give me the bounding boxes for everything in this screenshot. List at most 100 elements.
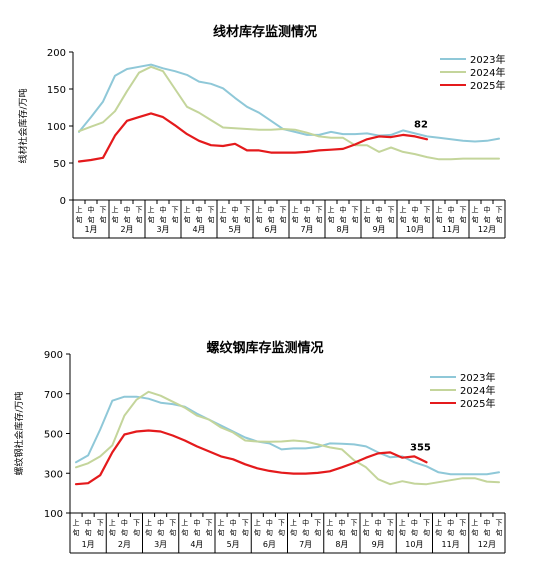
x-period-label: 中 <box>268 205 275 214</box>
x-period-suffix: 旬 <box>196 215 203 224</box>
x-period-suffix: 旬 <box>292 215 299 224</box>
x-period-suffix: 旬 <box>148 215 155 224</box>
x-period-suffix: 旬 <box>256 215 263 224</box>
x-period-suffix: 旬 <box>411 528 418 537</box>
x-period-suffix: 旬 <box>205 528 212 537</box>
x-month-label: 8月 <box>336 225 349 234</box>
x-period-suffix: 旬 <box>328 215 335 224</box>
x-period-label: 中 <box>447 518 454 527</box>
x-period-suffix: 旬 <box>484 215 491 224</box>
x-period-label: 下 <box>136 206 143 214</box>
y-tick-label: 900 <box>44 350 63 361</box>
x-month-label: 1月 <box>82 540 95 549</box>
y-axis-label: 线材社会库存/万吨 <box>17 88 29 163</box>
x-period-suffix: 旬 <box>184 215 191 224</box>
x-period-suffix: 旬 <box>436 215 443 224</box>
x-month-label: 10月 <box>406 225 424 234</box>
x-period-label: 中 <box>88 205 95 214</box>
x-period-suffix: 旬 <box>340 215 347 224</box>
x-period-label: 上 <box>472 205 479 214</box>
x-month-label: 7月 <box>299 540 312 549</box>
x-period-label: 上 <box>145 518 152 527</box>
x-period-suffix: 旬 <box>364 215 371 224</box>
x-period-label: 上 <box>254 518 261 527</box>
x-period-suffix: 旬 <box>447 528 454 537</box>
x-period-label: 中 <box>230 518 237 527</box>
y-tick-label: 0 <box>60 196 66 207</box>
x-period-suffix: 旬 <box>160 215 167 224</box>
x-period-label: 中 <box>157 518 164 527</box>
series-line-2024年 <box>78 65 500 161</box>
x-period-label: 下 <box>278 519 285 527</box>
chart-1-svg: 螺纹钢库存监测情况螺纹钢社会库存/万吨100300500700900上旬中旬下旬… <box>13 340 506 554</box>
x-period-suffix: 旬 <box>302 528 309 537</box>
x-period-suffix: 旬 <box>145 528 152 537</box>
x-period-suffix: 旬 <box>399 528 406 537</box>
x-period-label: 下 <box>244 206 251 214</box>
series-line-2023年 <box>75 395 500 476</box>
x-period-label: 下 <box>387 519 394 527</box>
x-period-label: 中 <box>338 518 345 527</box>
legend-label: 2025年 <box>460 397 495 410</box>
chart-title: 线材库存监测情况 <box>213 24 317 40</box>
x-period-suffix: 旬 <box>472 215 479 224</box>
x-period-label: 上 <box>148 205 155 214</box>
x-month-label: 11月 <box>442 540 460 549</box>
x-period-suffix: 旬 <box>109 528 116 537</box>
x-period-suffix: 旬 <box>136 215 143 224</box>
x-period-suffix: 旬 <box>387 528 394 537</box>
x-period-suffix: 旬 <box>157 528 164 537</box>
x-period-label: 上 <box>363 518 370 527</box>
x-month-label: 4月 <box>190 540 203 549</box>
x-month-label: 9月 <box>372 225 385 234</box>
x-period-suffix: 旬 <box>316 215 323 224</box>
x-period-label: 上 <box>328 205 335 214</box>
series-line-2024年 <box>75 390 500 486</box>
x-period-suffix: 旬 <box>97 528 104 537</box>
x-period-label: 下 <box>133 519 140 527</box>
x-period-suffix: 旬 <box>218 528 225 537</box>
y-tick-label: 500 <box>44 430 63 441</box>
x-period-suffix: 旬 <box>242 528 249 537</box>
x-period-suffix: 旬 <box>100 215 107 224</box>
x-period-label: 上 <box>436 205 443 214</box>
x-period-label: 上 <box>73 518 80 527</box>
x-period-suffix: 旬 <box>304 215 311 224</box>
x-period-label: 中 <box>411 518 418 527</box>
x-period-label: 下 <box>459 519 466 527</box>
x-period-label: 下 <box>350 519 357 527</box>
x-period-suffix: 旬 <box>375 528 382 537</box>
series-line-2025年 <box>74 429 428 486</box>
x-month-label: 12月 <box>478 225 496 234</box>
x-month-label: 6月 <box>263 540 276 549</box>
x-period-label: 中 <box>484 205 491 214</box>
x-month-label: 7月 <box>300 225 313 234</box>
x-period-label: 下 <box>100 206 107 214</box>
x-month-label: 2月 <box>118 540 131 549</box>
x-period-label: 上 <box>112 205 119 214</box>
x-period-suffix: 旬 <box>133 528 140 537</box>
x-month-label: 11月 <box>442 225 460 234</box>
x-period-suffix: 旬 <box>388 215 395 224</box>
x-month-label: 2月 <box>120 225 133 234</box>
x-period-suffix: 旬 <box>88 215 95 224</box>
x-period-label: 上 <box>76 205 83 214</box>
x-period-label: 中 <box>304 205 311 214</box>
x-period-label: 中 <box>124 205 131 214</box>
x-period-label: 上 <box>218 518 225 527</box>
x-period-label: 中 <box>121 518 128 527</box>
x-period-label: 中 <box>196 205 203 214</box>
x-period-suffix: 旬 <box>121 528 128 537</box>
x-period-label: 下 <box>208 206 215 214</box>
y-tick-label: 50 <box>53 159 66 170</box>
y-tick-label: 300 <box>44 469 63 480</box>
x-period-suffix: 旬 <box>460 215 467 224</box>
y-tick-label: 100 <box>44 509 63 520</box>
x-period-suffix: 旬 <box>230 528 237 537</box>
x-period-label: 上 <box>326 518 333 527</box>
x-period-suffix: 旬 <box>363 528 370 537</box>
x-period-label: 中 <box>85 518 92 527</box>
x-period-label: 中 <box>266 518 273 527</box>
series-line-2025年 <box>77 112 429 163</box>
x-period-suffix: 旬 <box>495 528 502 537</box>
